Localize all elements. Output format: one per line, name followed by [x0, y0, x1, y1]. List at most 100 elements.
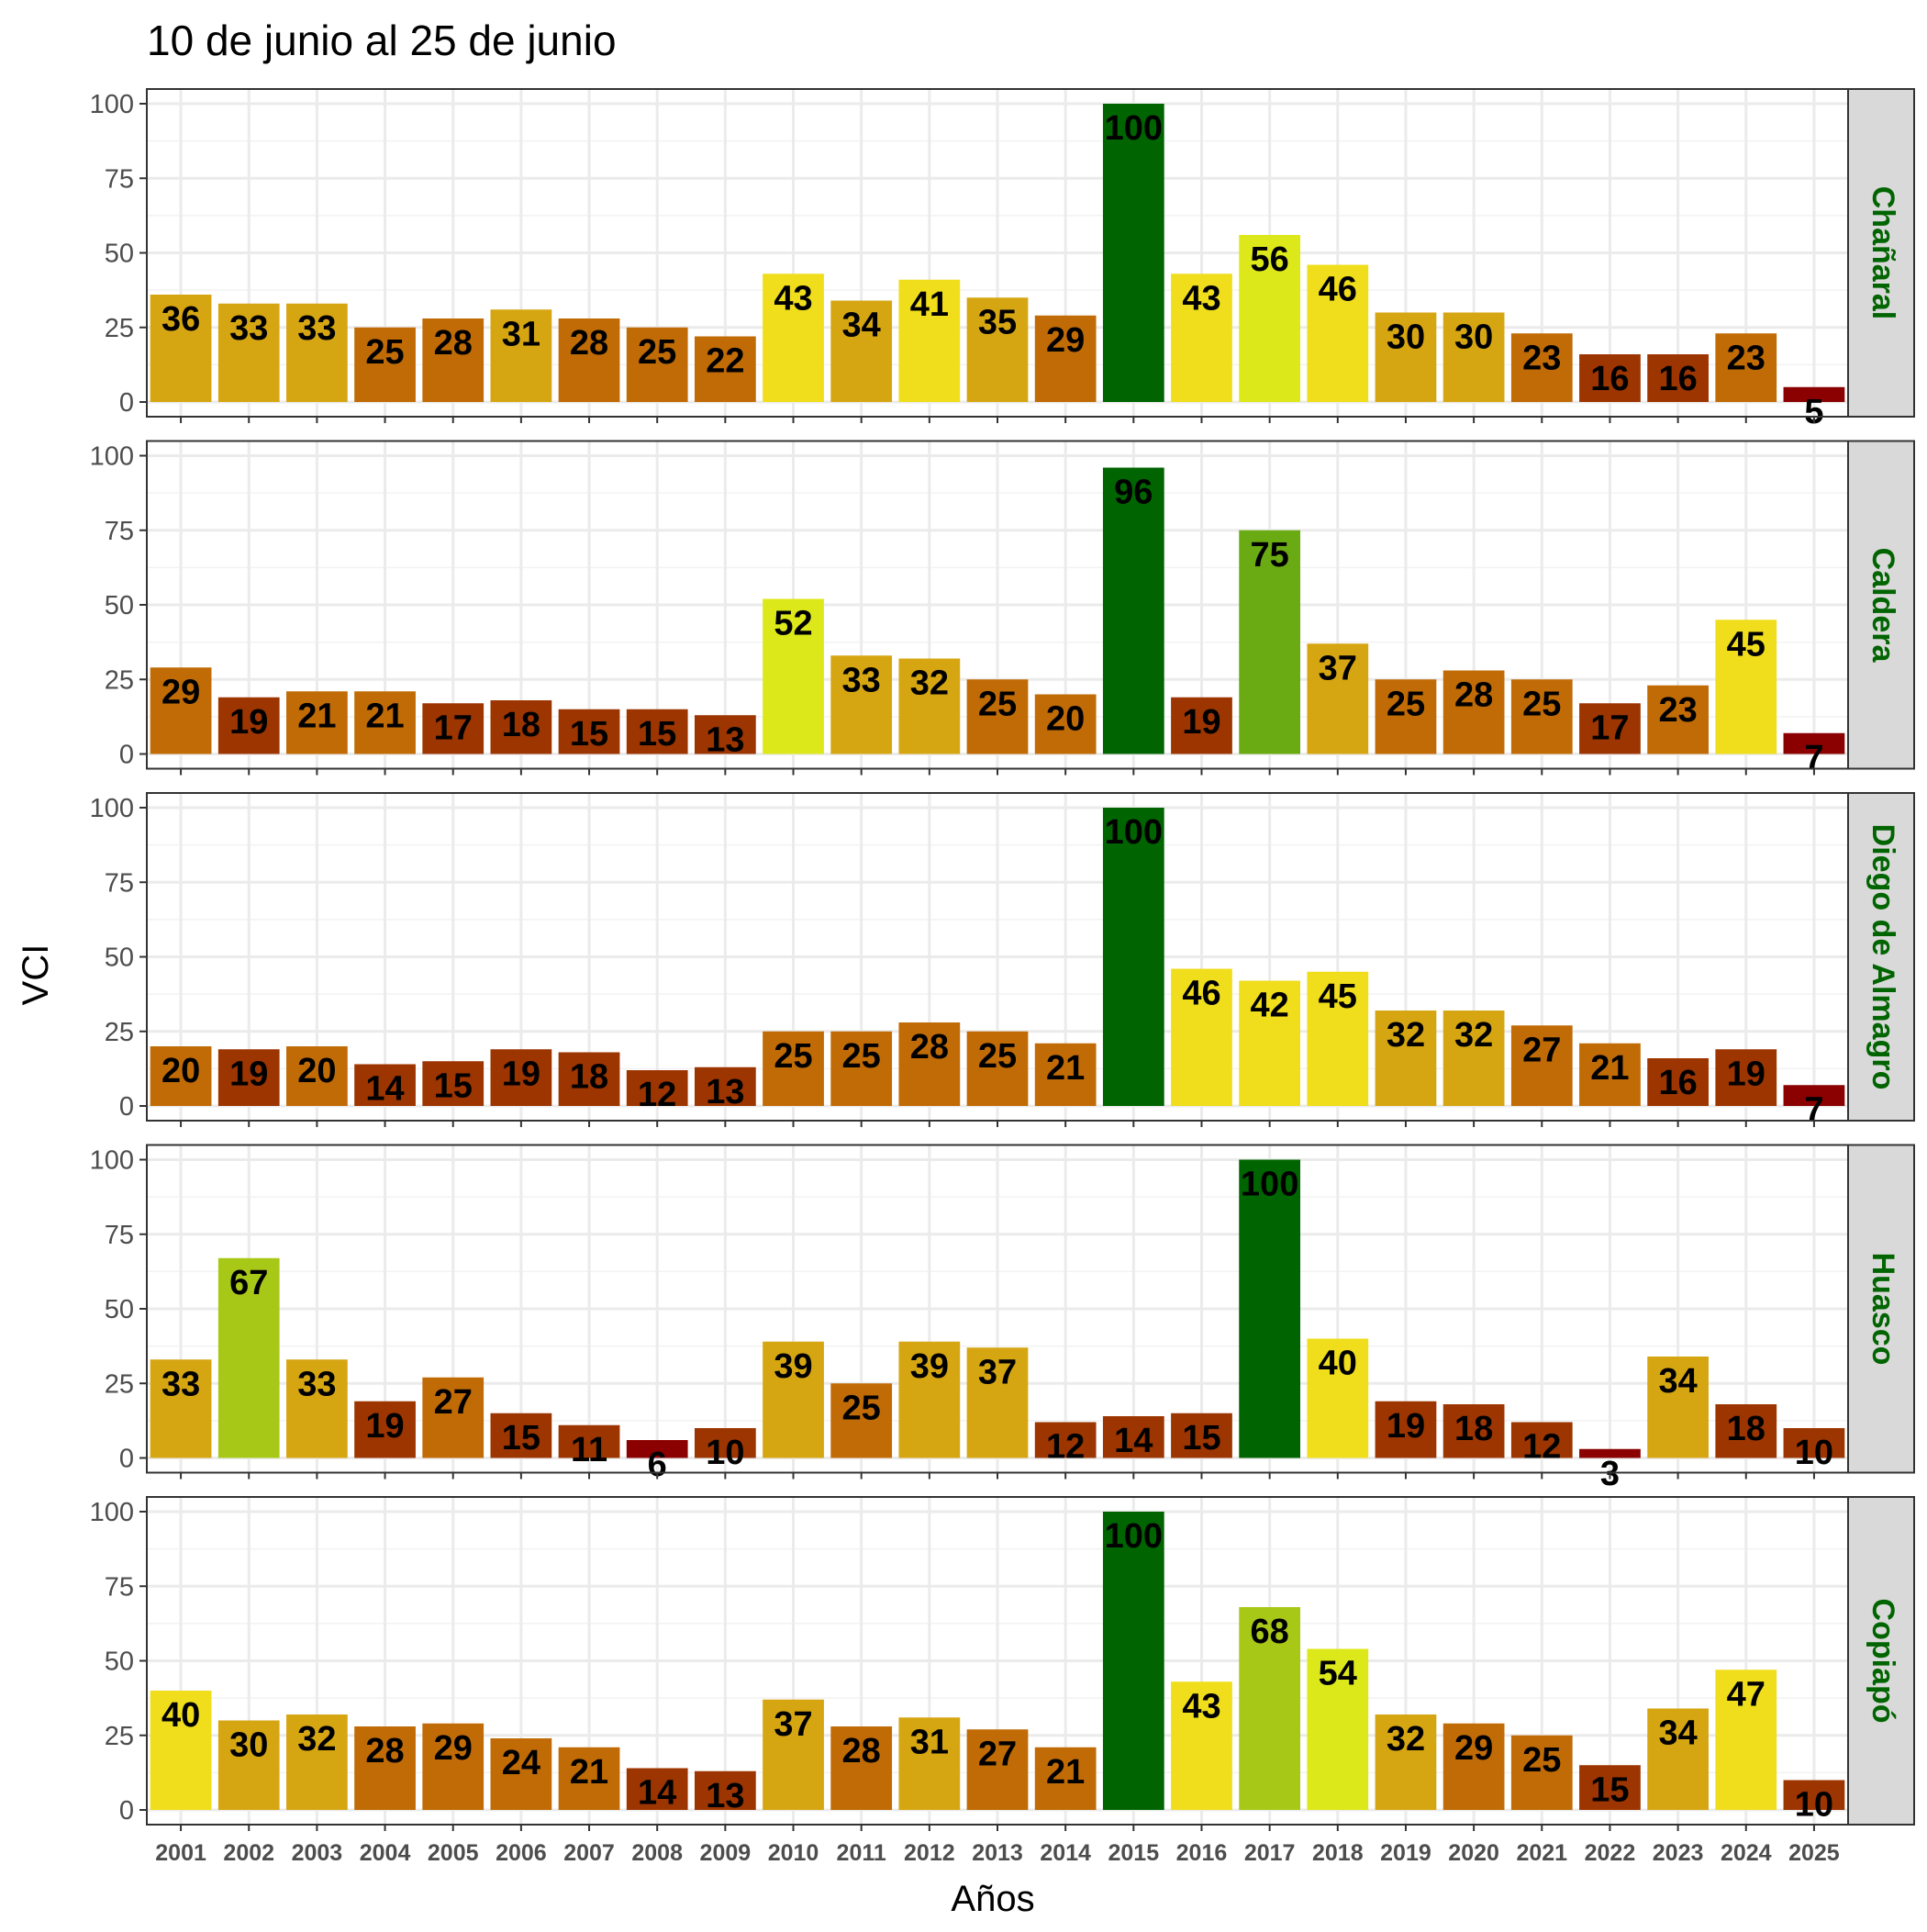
x-tick-label: 2011 — [837, 1840, 886, 1866]
data-label: 28 — [1454, 676, 1493, 715]
data-label: 22 — [706, 342, 744, 381]
data-label: 46 — [1319, 271, 1357, 309]
data-label: 31 — [910, 1723, 949, 1761]
bar — [490, 700, 552, 754]
data-label: 6 — [648, 1446, 667, 1484]
bar — [898, 1717, 961, 1810]
bar — [1239, 980, 1301, 1106]
bar — [150, 667, 212, 754]
y-tick-label: 50 — [105, 240, 134, 269]
data-label: 23 — [1522, 339, 1561, 377]
data-label: 15 — [638, 715, 676, 754]
data-label: 100 — [1105, 109, 1163, 148]
data-label: 12 — [638, 1076, 676, 1114]
data-label: 25 — [1522, 1741, 1561, 1780]
bar — [1171, 1413, 1232, 1458]
bar — [830, 1031, 893, 1106]
y-tick-label: 100 — [90, 442, 134, 472]
bar — [1442, 312, 1505, 402]
bar — [217, 1720, 280, 1810]
bar — [1442, 670, 1505, 754]
bar — [490, 1738, 552, 1810]
y-tick-label: 100 — [90, 90, 134, 119]
data-label: 16 — [1658, 360, 1697, 398]
y-tick-label: 25 — [105, 1018, 134, 1047]
bar — [1442, 1723, 1505, 1810]
facet-panel: 29 19 21 21 17 18 15 15 13 52 33 32 25 20 96 19 75 37 25 28… — [90, 440, 1915, 777]
data-label: 20 — [1046, 700, 1085, 739]
bar — [558, 1424, 620, 1458]
data-label: 30 — [1387, 318, 1425, 357]
x-tick-label: 2005 — [428, 1840, 479, 1866]
data-label: 12 — [1046, 1428, 1085, 1467]
data-label: 13 — [706, 720, 744, 759]
bar — [1579, 1043, 1641, 1106]
y-tick-label: 75 — [105, 868, 134, 898]
bar — [1715, 333, 1777, 402]
bar — [626, 1070, 688, 1106]
data-label: 18 — [1454, 1410, 1493, 1448]
data-label: 15 — [1590, 1770, 1629, 1809]
bar — [763, 1031, 824, 1106]
data-label: 19 — [1387, 1407, 1425, 1446]
y-tick-label: 50 — [105, 591, 134, 620]
x-tick-label: 2022 — [1585, 1840, 1636, 1866]
bar — [1307, 264, 1369, 402]
x-axis-title: Años — [951, 1879, 1034, 1919]
y-tick-label: 25 — [105, 1722, 134, 1751]
data-label: 16 — [1658, 1064, 1697, 1102]
bar — [1442, 1011, 1505, 1106]
data-label: 41 — [910, 285, 949, 324]
bar — [150, 1691, 212, 1810]
data-label: 52 — [774, 605, 812, 643]
bar — [217, 1049, 280, 1106]
x-tick-label: 2009 — [700, 1840, 752, 1866]
bar — [286, 1359, 348, 1458]
data-label: 34 — [1658, 1714, 1697, 1753]
bar — [217, 697, 280, 754]
bar — [1307, 1648, 1369, 1810]
bar — [966, 1729, 1029, 1810]
bar — [286, 691, 348, 754]
bar — [1307, 1338, 1369, 1458]
bar — [626, 1440, 688, 1458]
data-label: 25 — [978, 1037, 1017, 1076]
y-tick-label: 25 — [105, 1369, 134, 1399]
bar — [1715, 1404, 1777, 1458]
bar — [1171, 1681, 1232, 1810]
data-label: 25 — [978, 685, 1017, 723]
data-label: 28 — [570, 324, 608, 363]
bar — [558, 318, 620, 402]
bar — [1647, 1357, 1709, 1458]
bar — [626, 709, 688, 754]
data-label: 23 — [1658, 691, 1697, 730]
bar — [1715, 1670, 1777, 1810]
data-label: 45 — [1319, 977, 1357, 1016]
y-tick-label: 0 — [119, 388, 134, 418]
facet-strip — [1847, 1496, 1915, 1826]
data-label: 37 — [1319, 649, 1357, 687]
data-label: 12 — [1522, 1428, 1561, 1467]
facet-strip-label: Caldera — [1866, 548, 1900, 664]
bar — [694, 336, 756, 402]
bar — [354, 1064, 416, 1106]
bar — [422, 1061, 485, 1106]
data-label: 7 — [1804, 739, 1823, 777]
data-label: 17 — [1590, 709, 1629, 747]
bar — [217, 303, 280, 402]
data-label: 27 — [1522, 1031, 1561, 1069]
bar — [1783, 386, 1845, 402]
data-label: 19 — [1182, 703, 1220, 742]
bar — [1647, 1058, 1709, 1106]
bar — [694, 1067, 756, 1106]
data-label: 25 — [842, 1037, 881, 1076]
data-label: 32 — [1454, 1016, 1493, 1055]
data-label: 25 — [1522, 685, 1561, 723]
data-label: 100 — [1105, 1517, 1163, 1556]
data-label: 5 — [1804, 393, 1823, 431]
x-tick-label: 2017 — [1244, 1840, 1296, 1866]
x-tick-label: 2023 — [1653, 1840, 1704, 1866]
bar — [1034, 1043, 1097, 1106]
data-label: 46 — [1182, 975, 1220, 1013]
